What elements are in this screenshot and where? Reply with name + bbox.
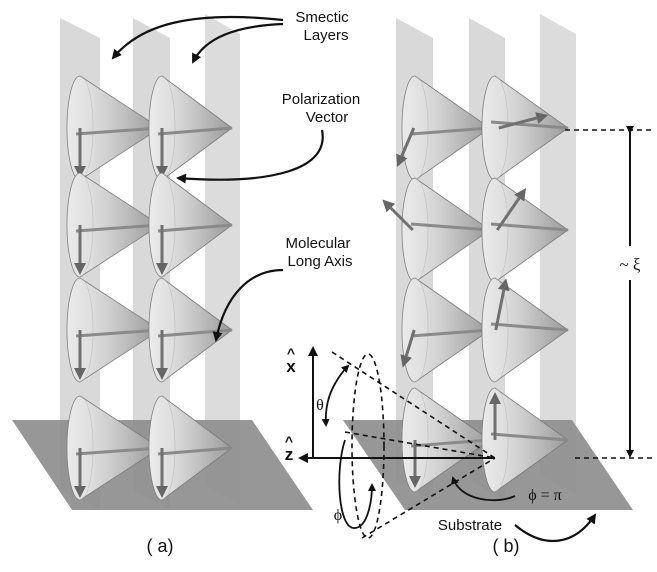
molecular-axis	[157, 126, 233, 136]
polarization-arrowhead	[74, 263, 86, 275]
molecular-axis	[410, 222, 491, 232]
z-axis-label: z	[285, 445, 294, 464]
annotation-arrows	[111, 15, 597, 543]
molecular-axis	[410, 328, 491, 338]
polarization-arrowhead	[400, 354, 412, 368]
cone	[481, 277, 569, 383]
polarization-arrowhead	[156, 263, 168, 275]
polarization-arrowhead	[74, 166, 86, 178]
molecular-axis	[490, 120, 569, 130]
cone	[66, 172, 161, 278]
theta-label: θ	[316, 397, 324, 414]
molecular-axis	[75, 328, 161, 338]
x-axis-label: x	[286, 357, 296, 376]
phi-label: ϕ	[334, 507, 342, 524]
cone	[66, 75, 161, 181]
cone	[481, 75, 569, 181]
molecular-axis	[490, 432, 569, 442]
x-axis-hat: ^	[287, 345, 295, 361]
cone	[148, 395, 233, 501]
cone	[148, 172, 233, 278]
cone	[400, 277, 491, 383]
polarization-arrowhead	[514, 188, 526, 202]
polarization-label-2: Vector	[306, 109, 349, 126]
cone	[481, 387, 569, 493]
molecular-axis	[410, 126, 491, 136]
smectic-arrow-2	[192, 22, 284, 64]
molecular-axis	[75, 126, 161, 136]
polarization-arrow	[176, 129, 324, 184]
molecular-axis	[75, 223, 161, 233]
molecular-axis-arrow	[212, 268, 284, 342]
molecular-axis	[410, 438, 491, 448]
polarization-arrowhead	[489, 392, 501, 404]
substrate-label: Substrate	[438, 517, 502, 534]
molecular-axis	[75, 446, 161, 456]
panel-b-label: ( b)	[493, 536, 520, 556]
panel-a-label: ( a)	[147, 536, 174, 556]
smectic-layers-label-1: Smectic	[295, 9, 349, 26]
molecular-label-2: Long Axis	[287, 253, 352, 270]
cone	[148, 75, 233, 181]
cone-group	[66, 75, 569, 501]
polarization-arrowhead	[156, 486, 168, 498]
polarization-arrowhead	[156, 368, 168, 380]
polarization-arrowhead	[497, 278, 510, 292]
cone	[66, 395, 161, 501]
molecular-axis	[157, 328, 233, 338]
polarization-arrowhead	[74, 368, 86, 380]
xi-label: ~ ξ	[619, 255, 640, 274]
polarization-arrowhead	[409, 476, 421, 488]
molecular-axis	[490, 222, 569, 232]
substrate-arrow	[514, 513, 597, 543]
polarization-arrowhead	[382, 199, 396, 213]
cone	[66, 277, 161, 383]
polarization-arrowhead	[74, 486, 86, 498]
phi-equals-pi-label: ϕ = π	[528, 487, 562, 504]
molecular-axis	[157, 446, 233, 456]
cone	[396, 75, 491, 181]
smectic-layers-label-2: Layers	[303, 27, 348, 44]
molecular-label-1: Molecular	[285, 235, 350, 252]
polarization-arrowhead	[396, 153, 408, 168]
polarization-label-1: Polarization	[282, 91, 360, 108]
cone	[401, 387, 491, 493]
xi-dimension: ~ ξ	[565, 126, 654, 459]
smectic-arrow-1	[111, 15, 284, 60]
molecular-axis	[490, 322, 569, 332]
cone	[148, 277, 233, 383]
molecular-axis	[157, 223, 233, 233]
z-axis-hat: ^	[285, 433, 293, 449]
polarization-arrowhead	[535, 112, 549, 124]
polarization-arrowhead	[156, 166, 168, 178]
coordinate-frame: x ^ z ^ θ ϕ ϕ = π	[285, 345, 562, 539]
